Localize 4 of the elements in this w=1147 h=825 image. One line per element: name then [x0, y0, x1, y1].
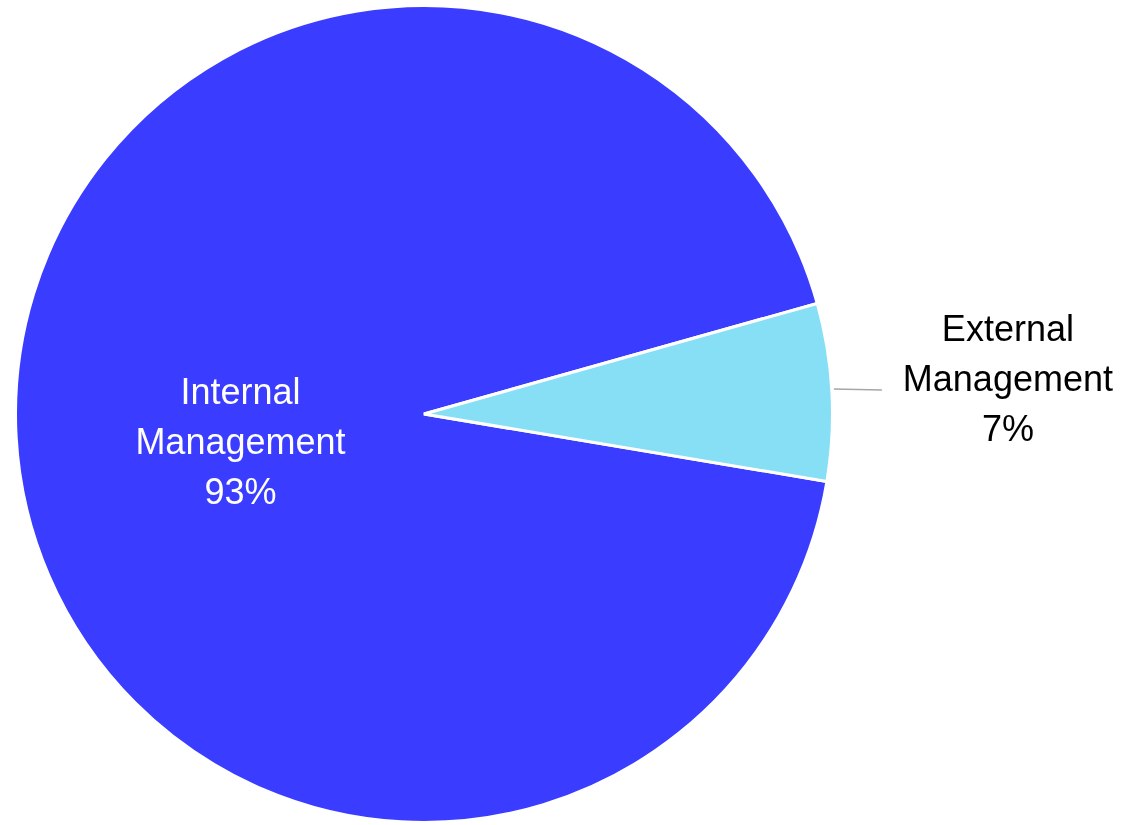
slice-label: External Management: [902, 307, 1113, 399]
data-label: 7%: [981, 407, 1034, 449]
slice-label: Internal Management: [135, 370, 346, 462]
data-label: 93%: [204, 470, 277, 512]
